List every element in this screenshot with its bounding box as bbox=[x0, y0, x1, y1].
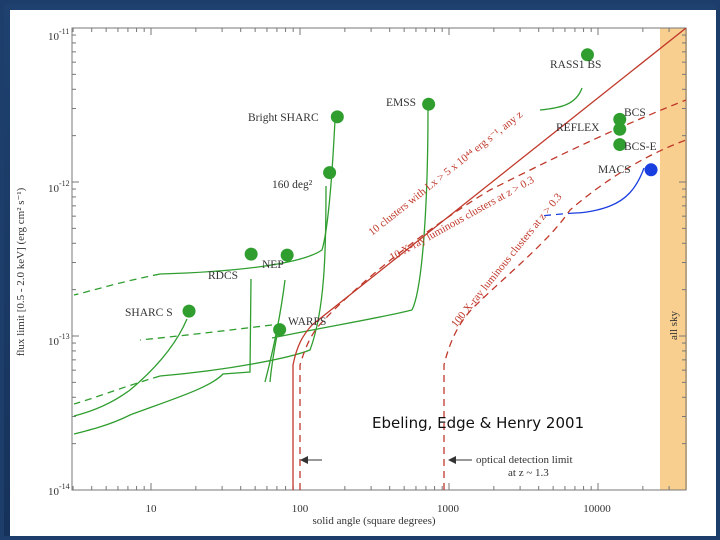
y-tick-label: 10-12 bbox=[48, 179, 70, 195]
plot-frame bbox=[71, 27, 687, 491]
credit-text: Ebeling, Edge & Henry 2001 bbox=[372, 414, 584, 432]
survey-marker-bcs-e bbox=[613, 138, 627, 152]
survey-marker-reflex bbox=[613, 122, 627, 136]
survey-marker-rdcs bbox=[244, 247, 258, 261]
track-rdcs bbox=[73, 278, 252, 435]
survey-label-bright-sharc: Bright SHARC bbox=[248, 112, 319, 124]
flux-limit-chart: 10-11 10-12 10-13 10-14 10 100 1000 1000… bbox=[15, 27, 687, 527]
all-sky-label: all sky bbox=[668, 310, 680, 340]
track-macs bbox=[574, 167, 645, 214]
survey-label-emss: EMSS bbox=[386, 97, 416, 109]
survey-label-warps: WARPS bbox=[288, 316, 326, 328]
y-tick-label: 10-11 bbox=[48, 27, 69, 43]
x-tick-label: 10 bbox=[146, 503, 158, 515]
survey-marker-emss bbox=[422, 97, 436, 111]
dash-limit-line-100 bbox=[443, 139, 686, 490]
optical-limit-sublabel: at z ~ 1.3 bbox=[508, 467, 549, 479]
survey-marker-warps bbox=[273, 323, 287, 337]
track-nep bbox=[264, 279, 286, 383]
y-axis-title: flux limit [0.5 - 2.0 keV] (erg cm² s⁻¹) bbox=[15, 187, 27, 356]
y-tick-labels: 10-11 10-12 10-13 10-14 bbox=[48, 27, 70, 498]
y-tick-label: 10-13 bbox=[48, 332, 70, 348]
survey-marker-rass1-bs bbox=[580, 48, 594, 62]
survey-label-rass: RASS1 BS bbox=[550, 59, 601, 71]
survey-markers bbox=[182, 48, 658, 337]
survey-label-rdcs: RDCS bbox=[208, 270, 238, 282]
survey-label-sharc-s: SHARC S bbox=[125, 307, 173, 319]
survey-marker-nep bbox=[280, 248, 294, 262]
survey-label-nep: NEP bbox=[262, 259, 284, 271]
x-axis-title: solid angle (square degrees) bbox=[312, 515, 435, 527]
survey-label-bcs-e: BCS-E bbox=[624, 141, 657, 153]
track-rass bbox=[539, 87, 583, 111]
survey-marker-bcs bbox=[613, 112, 627, 126]
track-160deg bbox=[159, 185, 327, 377]
survey-label-reflex: REFLEX bbox=[556, 122, 600, 134]
track-sharc-s bbox=[73, 318, 188, 417]
survey-label-160deg: 160 deg² bbox=[272, 179, 313, 191]
axis-ticks bbox=[72, 27, 686, 491]
optical-arrowhead-right bbox=[448, 456, 456, 464]
x-tick-label: 10000 bbox=[583, 503, 611, 515]
optical-limit-label: optical detection limit bbox=[476, 454, 573, 466]
x-tick-label: 100 bbox=[292, 503, 309, 515]
limit-lines bbox=[292, 28, 686, 490]
track-emss bbox=[411, 106, 429, 311]
survey-label-bcs: BCS bbox=[624, 107, 646, 119]
x-tick-labels: 10 100 1000 10000 bbox=[146, 503, 612, 515]
track-macs-dash bbox=[539, 212, 576, 217]
y-tick-label: 10-14 bbox=[48, 482, 70, 498]
track-160deg-dash bbox=[73, 375, 161, 405]
survey-tracks bbox=[73, 87, 645, 435]
survey-labels: RASS1 BS EMSS Bright SHARC 160 deg² BCS … bbox=[125, 59, 657, 328]
survey-marker-bright-sharc bbox=[330, 110, 344, 124]
survey-marker-160-deg bbox=[323, 166, 337, 180]
track-emss-low bbox=[271, 309, 413, 339]
track-bright-sharc-dash bbox=[73, 273, 161, 296]
x-tick-label: 1000 bbox=[437, 503, 460, 515]
survey-marker-macs bbox=[644, 163, 658, 177]
optical-limit-annotation: optical detection limit at z ~ 1.3 bbox=[300, 454, 573, 479]
optical-arrowhead-left bbox=[300, 456, 308, 464]
all-sky-band bbox=[660, 28, 687, 490]
survey-marker-sharc-s bbox=[182, 304, 196, 318]
dash-limit-line-10 bbox=[299, 99, 686, 490]
track-warps-dash bbox=[139, 324, 273, 341]
survey-label-macs: MACS bbox=[598, 164, 631, 176]
solid-limit-line bbox=[292, 28, 686, 490]
figure-panel: 10-11 10-12 10-13 10-14 10 100 1000 1000… bbox=[10, 10, 716, 536]
